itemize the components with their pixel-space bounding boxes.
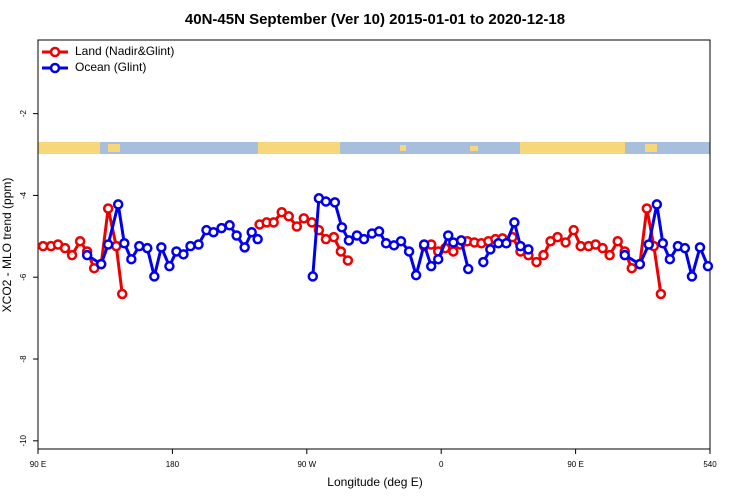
- data-point: [485, 244, 496, 255]
- data-point: [291, 221, 303, 232]
- x-axis-label: Longitude (deg E): [327, 475, 422, 489]
- data-point: [560, 237, 571, 248]
- data-point: [112, 199, 124, 210]
- data-point: [142, 242, 153, 254]
- data-point: [133, 240, 145, 252]
- data-point: [119, 238, 130, 249]
- data-point: [306, 217, 318, 228]
- data-point: [531, 256, 542, 268]
- data-point: [655, 288, 667, 300]
- y-tick-label: -8: [19, 355, 28, 363]
- data-point: [679, 242, 691, 254]
- legend-label: Land (Nadir&Glint): [75, 44, 174, 58]
- chart-title: 40N-45N September (Ver 10) 2015-01-01 to…: [185, 11, 565, 28]
- data-point: [626, 262, 637, 274]
- x-tick-label: 540: [703, 460, 717, 469]
- data-point: [702, 260, 714, 272]
- data-point: [619, 249, 630, 261]
- data-point: [509, 217, 520, 228]
- data-point: [523, 244, 534, 255]
- data-point: [268, 217, 279, 228]
- data-point: [66, 249, 78, 261]
- data-point: [410, 269, 422, 281]
- data-point: [216, 222, 227, 234]
- data-point: [298, 213, 310, 224]
- data-point: [643, 239, 655, 250]
- data-point: [432, 253, 444, 265]
- data-point: [395, 235, 407, 247]
- data-point: [320, 196, 332, 207]
- y-tick-label: -4: [19, 191, 28, 199]
- y-tick-label: -6: [19, 273, 28, 281]
- data-point: [178, 249, 189, 260]
- data-point: [252, 233, 263, 245]
- legend-marker: [49, 62, 61, 74]
- data-point: [358, 233, 370, 245]
- y-tick-label: -2: [19, 110, 28, 118]
- data-point: [501, 238, 512, 249]
- data-point: [403, 246, 415, 257]
- x-tick-label: 90 E: [30, 460, 46, 469]
- data-point: [328, 231, 340, 243]
- data-point: [156, 242, 167, 253]
- x-tick-label: 90 W: [297, 460, 316, 469]
- data-point: [283, 211, 294, 222]
- data-point: [694, 242, 706, 253]
- data-point: [686, 271, 698, 282]
- data-point: [448, 246, 459, 257]
- data-point: [224, 220, 235, 231]
- data-point: [657, 238, 669, 249]
- data-point: [102, 203, 114, 214]
- plot-frame: [37, 39, 711, 450]
- data-point: [329, 197, 341, 208]
- data-point: [116, 288, 128, 300]
- data-point: [641, 203, 653, 214]
- data-point: [81, 249, 93, 261]
- data-point: [102, 239, 114, 250]
- data-point: [634, 258, 646, 270]
- data-point: [149, 271, 160, 282]
- land-mask-strip: [38, 142, 710, 154]
- data-point: [239, 242, 250, 253]
- data-point: [246, 226, 257, 238]
- data-point: [59, 242, 71, 254]
- data-point: [462, 263, 474, 275]
- data-point: [478, 256, 489, 268]
- y-tick-label: -10: [19, 434, 28, 446]
- data-point: [193, 239, 204, 250]
- data-point: [336, 222, 348, 233]
- y-axis-label: XCO2 - MLO trend (ppm): [0, 178, 14, 313]
- data-point: [425, 260, 437, 272]
- data-point: [664, 253, 676, 265]
- x-tick-label: 90 E: [567, 460, 583, 469]
- legend-marker: [49, 46, 61, 58]
- data-point: [231, 230, 242, 241]
- data-point: [442, 230, 454, 241]
- data-point: [111, 240, 122, 252]
- data-point: [185, 240, 196, 252]
- data-point: [335, 246, 347, 257]
- data-point: [651, 199, 663, 210]
- data-point: [126, 253, 137, 265]
- data-point: [612, 235, 623, 247]
- data-point: [538, 249, 549, 261]
- data-point: [95, 258, 107, 270]
- data-point: [604, 249, 615, 261]
- data-point: [164, 260, 175, 272]
- data-point: [455, 235, 467, 246]
- data-point: [208, 226, 219, 238]
- data-point: [307, 271, 319, 282]
- data-point: [568, 224, 579, 236]
- data-point: [74, 235, 86, 247]
- data-point: [373, 226, 385, 237]
- data-point: [552, 231, 563, 243]
- x-tick-label: 180: [166, 460, 180, 469]
- data-point: [418, 239, 430, 250]
- data-point: [342, 255, 354, 266]
- legend-label: Ocean (Glint): [75, 60, 146, 74]
- data-point: [343, 235, 355, 246]
- data-point: [597, 242, 608, 254]
- x-tick-label: 0: [439, 460, 444, 469]
